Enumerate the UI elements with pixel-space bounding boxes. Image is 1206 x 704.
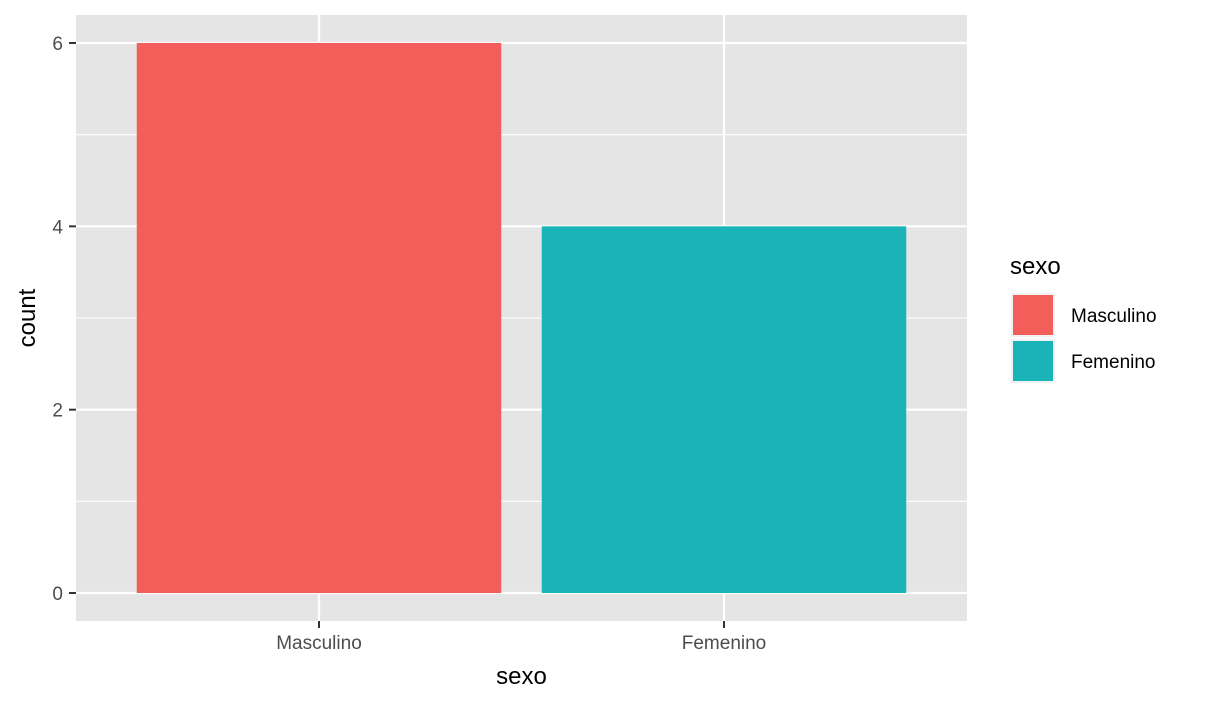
- legend-items: Masculino Femenino: [1011, 293, 1157, 383]
- x-axis: Masculino Femenino: [276, 621, 766, 654]
- legend-swatch: [1013, 295, 1053, 335]
- y-tick-label: 0: [52, 584, 63, 605]
- legend-swatch: [1013, 341, 1053, 381]
- x-tick-label: Masculino: [276, 633, 362, 654]
- legend: sexo Masculino Femenino: [1010, 253, 1157, 383]
- y-axis-title: count: [14, 288, 41, 347]
- bar-masculino: [136, 43, 502, 593]
- legend-label: Femenino: [1071, 352, 1156, 373]
- y-tick-label: 4: [52, 217, 63, 238]
- x-axis-title: sexo: [496, 663, 547, 690]
- legend-title: sexo: [1010, 253, 1061, 280]
- bar-femenino: [541, 226, 907, 594]
- bars: [136, 43, 907, 594]
- x-tick-label: Femenino: [682, 633, 767, 654]
- legend-label: Masculino: [1071, 306, 1157, 327]
- y-tick-label: 2: [52, 401, 63, 422]
- y-axis: 0 2 4 6: [52, 34, 76, 605]
- y-tick-label: 6: [52, 34, 63, 55]
